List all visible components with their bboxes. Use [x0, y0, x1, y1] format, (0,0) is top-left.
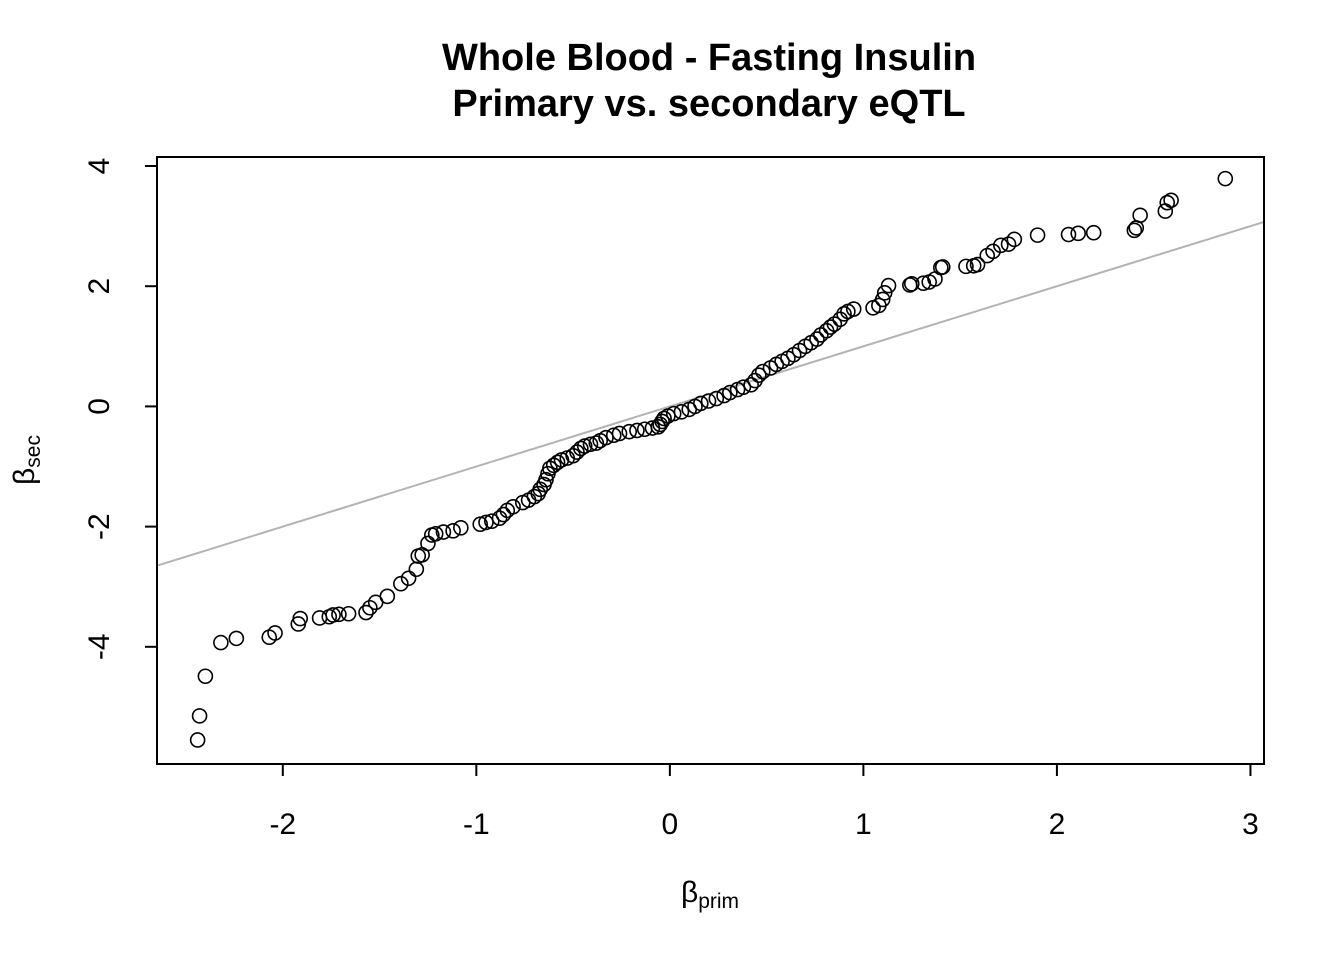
y-tick-label: -4: [83, 633, 116, 660]
y-axis-subscript: sec: [22, 435, 45, 468]
data-point: [992, 237, 1009, 254]
x-axis-symbol: β: [681, 876, 698, 909]
data-point: [573, 440, 589, 457]
data-point: [549, 454, 566, 471]
data-point: [826, 316, 843, 332]
data-point: [985, 243, 1001, 260]
x-axis: -2 -1 0 1 2 3: [269, 763, 1259, 841]
data-point: [754, 363, 771, 380]
data-point: [665, 405, 682, 422]
y-axis-label: βsec: [8, 435, 45, 485]
data-point: [331, 606, 347, 623]
data-point: [693, 395, 709, 412]
data-point: [400, 570, 417, 587]
data-point: [903, 276, 920, 292]
data-point: [484, 513, 500, 530]
data-point: [629, 422, 645, 439]
data-point: [427, 526, 444, 542]
chart-title: Whole Blood - Fasting Insulin: [442, 37, 976, 79]
data-point: [751, 367, 767, 383]
data-point: [189, 732, 206, 748]
data-point: [934, 259, 951, 275]
data-point: [453, 520, 469, 536]
x-tick-label: -1: [463, 808, 490, 841]
y-tick-label: 2: [83, 278, 116, 295]
data-point: [1163, 192, 1179, 209]
data-point: [292, 610, 309, 627]
y-tick-label: -2: [83, 513, 116, 540]
data-point: [1159, 194, 1176, 211]
data-point: [393, 575, 409, 592]
data-point: [621, 423, 638, 440]
data-point: [1132, 207, 1148, 224]
data-point: [722, 384, 738, 401]
data-point: [809, 331, 825, 347]
data-point: [379, 588, 396, 605]
data-point: [845, 301, 862, 317]
data-point: [213, 634, 229, 651]
data-point: [445, 523, 461, 539]
data-point: [325, 607, 341, 623]
data-point: [1126, 222, 1143, 239]
x-tick-label: 2: [1049, 808, 1066, 841]
data-point: [836, 306, 852, 322]
x-axis-subscript: prim: [698, 890, 739, 913]
x-tick-label: 0: [662, 808, 679, 841]
data-point: [969, 256, 986, 273]
data-point: [611, 425, 628, 442]
data-point: [362, 599, 378, 616]
data-point: [876, 285, 893, 301]
data-point: [408, 561, 425, 578]
data-point: [569, 444, 585, 460]
data-point: [822, 319, 839, 335]
data-point: [654, 413, 670, 430]
data-point: [267, 625, 283, 641]
data-point: [1000, 236, 1017, 252]
x-tick-label: -2: [269, 808, 296, 841]
data-point: [582, 436, 599, 453]
x-axis-label: βprim: [681, 876, 739, 913]
data-points: [189, 170, 1234, 748]
data-point: [340, 605, 357, 622]
data-point: [420, 535, 436, 552]
data-point: [538, 471, 554, 488]
chart-subtitle: Primary vs. secondary eQTL: [452, 83, 965, 125]
y-tick-label: 0: [83, 398, 116, 415]
data-point: [958, 258, 974, 275]
data-point: [1029, 227, 1046, 243]
y-tick-label: 4: [83, 158, 116, 175]
data-point: [735, 379, 752, 395]
data-point: [673, 404, 690, 420]
data-point: [656, 410, 672, 427]
data-point: [491, 510, 508, 526]
data-point: [228, 630, 245, 647]
data-point: [743, 376, 759, 393]
data-point: [542, 460, 558, 477]
data-point: [545, 457, 562, 474]
data-point: [880, 277, 897, 294]
data-point: [874, 291, 891, 308]
data-point: [1060, 226, 1077, 243]
data-point: [708, 390, 725, 407]
data-point: [435, 524, 452, 540]
data-point: [505, 498, 521, 515]
data-point: [1217, 170, 1234, 187]
data-point: [1085, 224, 1102, 241]
data-point: [197, 668, 214, 685]
x-tick-label: 1: [855, 808, 872, 841]
x-tick-label: 3: [1242, 808, 1259, 841]
data-point: [1070, 225, 1087, 242]
data-point: [700, 393, 717, 409]
plot-frame: [156, 156, 1265, 765]
data-point: [588, 435, 605, 451]
data-point: [358, 604, 374, 621]
data-point: [191, 708, 208, 724]
y-axis: -4 -2 0 2 4: [83, 158, 158, 660]
y-axis-symbol: β: [8, 468, 41, 485]
data-point: [1006, 231, 1023, 248]
data-point: [495, 506, 512, 523]
